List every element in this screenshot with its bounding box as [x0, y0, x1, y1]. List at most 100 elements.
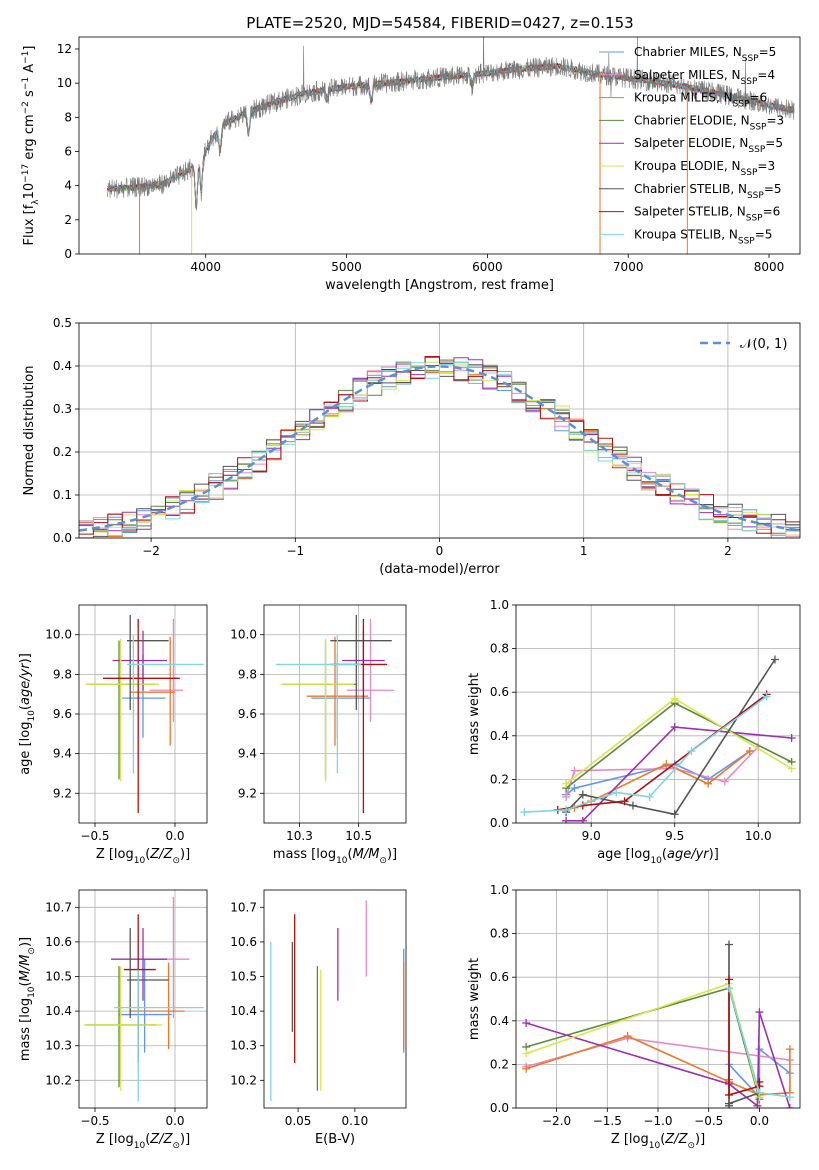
weight-marker	[570, 784, 579, 793]
weight-vs-Z-panel: −2.0 −1.5 −1.0 −0.5 0.0 0.0 0.2 0.4 0.6 0.8 1.0 Z […	[467, 883, 801, 1151]
weight-series-salpeter-miles	[562, 742, 763, 801]
figure-title: PLATE=2520, MJD=54584, FIBERID=0427, z=0…	[246, 14, 633, 32]
age-vs-mass-plot-area	[275, 614, 395, 814]
y-tick-label: 1.0	[490, 598, 509, 612]
weight-vs-Z-plot-area	[522, 940, 794, 1108]
residuals-xlabel: (data-model)/error	[379, 562, 500, 577]
weight-marker	[562, 779, 571, 788]
x-tick-label: 0.0	[165, 829, 184, 843]
data-point-kroupa-stelib	[114, 969, 204, 1102]
weight-marker	[785, 1093, 794, 1102]
data-point-kroupa-miles	[130, 636, 175, 746]
weight-marker	[522, 1018, 531, 1027]
x-tick-label: 9.5	[665, 829, 684, 843]
legend-label-chabrier-elodie: Chabrier ELODIE, NSSP=3	[634, 113, 784, 132]
panels: 4000 5000 6000 7000 8000024681012wavelength …	[18, 36, 801, 1151]
x-tick-label: 0.05	[285, 1114, 312, 1128]
axes-frame	[263, 604, 407, 824]
y-tick-label: 2	[64, 213, 72, 227]
weight-marker	[670, 810, 679, 819]
weight-series-kroupa-stelib	[520, 692, 771, 817]
weight-marker	[755, 1088, 764, 1097]
weight-marker	[687, 747, 696, 756]
x-tick-label: 10.0	[745, 829, 772, 843]
weight-marker	[645, 792, 654, 801]
weight-marker	[753, 1101, 762, 1108]
x-tick-label: 5000	[331, 260, 362, 274]
x-tick-label: 0	[436, 544, 444, 558]
x-tick-label: 0.0	[750, 1114, 769, 1128]
x-tick-label: −0.5	[80, 1114, 109, 1128]
x-tick-label: 10.5	[345, 829, 372, 843]
y-tick-label: 0.4	[53, 359, 72, 373]
mass-vs-EBV-plot-area	[270, 900, 405, 1102]
spectrum-legend: Chabrier MILES, NSSP=5 Salpeter MILES, NS…	[599, 45, 784, 246]
weight-marker	[623, 1032, 632, 1041]
axes-frame	[263, 889, 407, 1109]
x-tick-label: −0.5	[80, 829, 109, 843]
y-tick-label: 0.2	[490, 1057, 509, 1071]
y-tick-label: 0.4	[490, 1014, 509, 1028]
weight-marker	[578, 790, 587, 799]
age-vs-mass-panel: 10.3 10.5 9.2 9.4 9.6 9.8 10.0 mass [log10(M/M⊙…	[230, 604, 407, 866]
y-tick-label: 10.4	[45, 1004, 72, 1018]
y-tick-label: 10.2	[45, 1073, 72, 1087]
data-point-chabrier-miles	[119, 959, 172, 1053]
y-tick-label: 10.5	[45, 970, 72, 984]
y-tick-label: 10.0	[230, 628, 257, 642]
y-tick-label: 10.0	[45, 628, 72, 642]
legend-label-normal: 𝒩(0, 1)	[740, 337, 787, 352]
weight-marker	[745, 747, 754, 756]
y-tick-label: 8	[64, 110, 72, 124]
weight-marker	[725, 984, 733, 993]
weight-marker	[670, 694, 679, 703]
weight-marker	[562, 805, 571, 814]
residuals-ylabel: Normed distribution	[22, 366, 37, 496]
y-tick-label: 0.4	[490, 729, 509, 743]
data-point-kroupa-stelib	[275, 634, 362, 774]
axes-frame	[78, 889, 208, 1109]
legend-label-kroupa-miles: Kroupa MILES, NSSP=6	[634, 91, 767, 110]
residuals-panel: −2 −1 0 1 2 0.0 0.1 0.2 0.3 0.4 0.5 𝒩(0, 1) (data-mo…	[22, 316, 801, 577]
spectrum-panel: 4000 5000 6000 7000 8000 0 2 4 6 8 10 12 wavelength …	[21, 36, 801, 293]
weight-marker	[725, 1090, 733, 1099]
y-tick-label: 10.2	[230, 1073, 257, 1087]
x-tick-label: −0.5	[694, 1114, 723, 1128]
y-tick-label: 9.2	[53, 786, 72, 800]
weight-vs-age-panel: 9.0 9.5 10.0 0.0 0.2 0.4 0.6 0.8 1.0 age [log10(a…	[467, 598, 801, 866]
age-vs-mass-xlabel: mass [log10(M/M⊙)]	[273, 847, 397, 866]
weight-marker	[704, 779, 713, 788]
data-point-chabrier-elodie	[87, 640, 156, 780]
y-tick-label: 0.3	[53, 402, 72, 416]
y-tick-label: 0.0	[490, 1101, 509, 1115]
x-tick-label: 0.10	[342, 1114, 369, 1128]
legend-label-kroupa-stelib: Kroupa STELIB, NSSP=5	[634, 227, 772, 246]
y-tick-label: 0.1	[53, 488, 72, 502]
normal-reference-curve	[79, 365, 798, 532]
y-tick-label: 0.5	[53, 316, 72, 330]
weight-series-chabrier-elodie	[562, 699, 796, 793]
y-tick-label: 10.3	[45, 1039, 72, 1053]
x-tick-label: 4000	[190, 260, 221, 274]
data-point-kroupa-stelib	[127, 634, 204, 774]
y-tick-label: 6	[64, 144, 72, 158]
data-point-salpeter-stelib	[103, 618, 180, 814]
y-tick-label: 1.0	[490, 883, 509, 897]
data-point-salpeter-miles	[143, 896, 190, 1019]
age-vs-Z-plot-area	[85, 614, 204, 814]
weight-series-kroupa-stelib	[725, 984, 794, 1102]
spectrum-ylabel: Flux [fλ10−17 erg cm−2 s−1 A−1]	[21, 46, 41, 246]
y-tick-label: 0.8	[490, 642, 509, 656]
x-tick-label: 7000	[613, 260, 644, 274]
y-tick-label: 4	[64, 179, 72, 193]
weight-line	[566, 726, 792, 822]
weight-marker	[787, 733, 796, 742]
legend-label-salpeter-elodie: Salpeter ELODIE, NSSP=5	[634, 136, 783, 155]
weight-marker	[522, 1064, 531, 1073]
y-tick-label: 0.8	[490, 927, 509, 941]
y-tick-label: 9.8	[53, 667, 72, 681]
weight-vs-age-xlabel: age [log10(age/yr)]	[597, 847, 719, 866]
y-tick-label: 0.0	[490, 816, 509, 830]
weight-marker	[522, 1049, 531, 1058]
y-tick-label: 10.3	[230, 1039, 257, 1053]
